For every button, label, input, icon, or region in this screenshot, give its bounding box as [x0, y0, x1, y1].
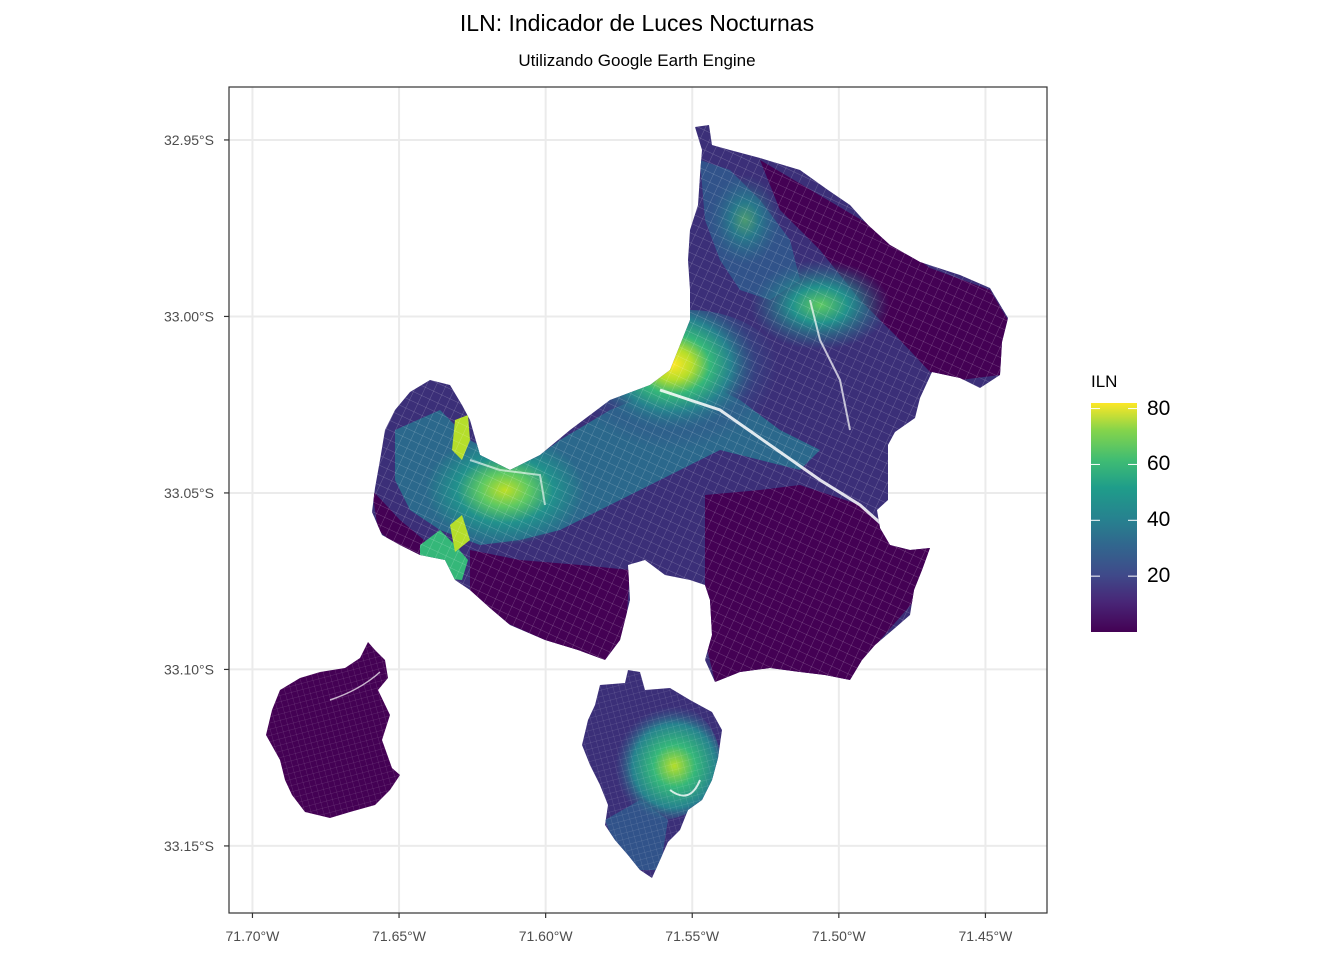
y-tick-label: 33.05°S: [164, 485, 214, 501]
legend-tick-label: 60: [1147, 452, 1171, 476]
y-tick-label: 32.95°S: [164, 132, 214, 148]
y-tick-label: 33.00°S: [164, 308, 214, 324]
x-tick-label: 71.70°W: [226, 928, 281, 944]
x-tick-label: 71.45°W: [959, 928, 1014, 944]
legend-tick-label: 40: [1147, 508, 1171, 532]
y-axis: 32.95°S 33.00°S 33.05°S 33.10°S 33.15°S: [164, 132, 229, 854]
x-tick-label: 71.60°W: [519, 928, 574, 944]
chart-title: ILN: Indicador de Luces Nocturnas: [459, 10, 815, 36]
legend-tick-label: 20: [1147, 564, 1171, 588]
x-axis: 71.70°W 71.65°W 71.60°W 71.55°W 71.50°W 71.45…: [226, 913, 1014, 944]
legend-title: ILN: [1091, 372, 1118, 391]
legend-colorbar: [1091, 403, 1137, 632]
y-tick-label: 33.10°S: [164, 661, 214, 677]
x-tick-label: 71.65°W: [372, 928, 427, 944]
legend: [1091, 403, 1137, 632]
x-tick-label: 71.55°W: [665, 928, 720, 944]
legend-tick-label: 80: [1147, 396, 1171, 420]
chart-subtitle: Utilizando Google Earth Engine: [518, 51, 756, 70]
x-tick-label: 71.50°W: [812, 928, 867, 944]
y-tick-label: 33.15°S: [164, 838, 214, 854]
